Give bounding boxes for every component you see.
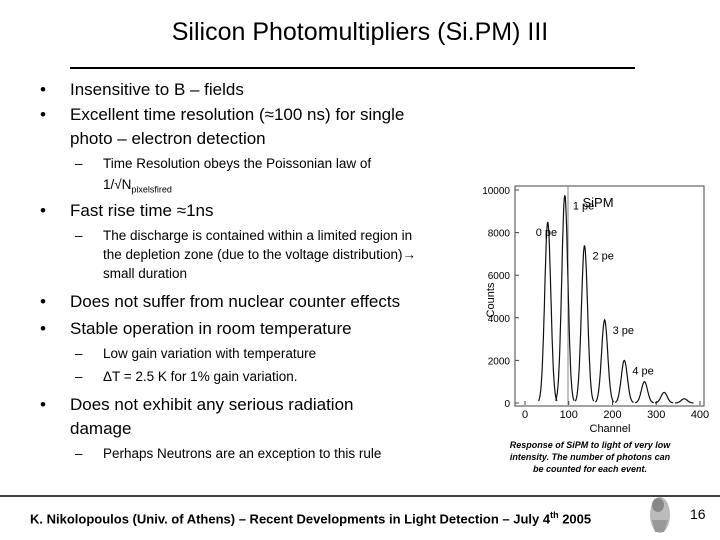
bullet-text: Stable operation in room temperature <box>70 319 352 338</box>
logo <box>650 497 670 533</box>
y-tick-label: 2000 <box>488 356 511 367</box>
bullet-marker: • <box>40 105 46 124</box>
x-axis-label: Channel <box>590 423 631 435</box>
figure-title: SiPM <box>582 195 613 210</box>
peak <box>594 318 615 403</box>
bullet-marker: • <box>40 292 46 311</box>
bullet-marker: • <box>40 201 46 220</box>
dash-marker: – <box>75 369 83 384</box>
sub-bullet-text: Low gain variation with temperature <box>103 346 317 361</box>
sub-bullet-text: Time Resolution obeys the Poissonian law… <box>103 156 372 171</box>
figure-caption: be counted for each event. <box>532 464 648 474</box>
y-axis-label: Counts <box>485 282 497 317</box>
footer-text: K. Nikolopoulos (Univ. of Athens) – Rece… <box>30 510 591 526</box>
peak-label: 2 pe <box>593 250 614 262</box>
peak <box>635 381 654 404</box>
dash-marker: – <box>75 156 83 171</box>
peak-label: 4 pe <box>632 365 653 377</box>
bullet-text: Does not exhibit any serious radiation <box>70 395 354 414</box>
bullet-marker: • <box>40 319 46 338</box>
dash-marker: – <box>75 346 83 361</box>
sub-bullet-text: ΔT = 2.5 K for 1% gain variation. <box>103 369 298 384</box>
bullet-text: Does not suffer from nuclear counter eff… <box>70 292 401 311</box>
y-tick-label: 0 <box>504 399 510 410</box>
peak-label: 3 pe <box>613 325 634 337</box>
bullet-text: Fast rise time ≈1ns <box>70 201 214 220</box>
formula-subscript: pixelsfired <box>131 184 172 195</box>
footer-main: K. Nikolopoulos (Univ. of Athens) – Rece… <box>30 511 551 527</box>
bullet-text: damage <box>70 419 132 438</box>
peak-label: 1 pe <box>573 200 594 212</box>
peak <box>614 359 634 404</box>
peak <box>654 391 674 404</box>
sub-bullet-text: the depletion zone (due to the voltage d… <box>103 247 416 262</box>
footer-year: 2005 <box>562 511 592 527</box>
bullet-text: Insensitive to B – fields <box>70 80 244 99</box>
bullet-text: Excellent time resolution (≈100 ns) for … <box>70 105 405 124</box>
y-tick-label: 8000 <box>488 229 511 240</box>
y-tick-label: 10000 <box>482 186 510 197</box>
bullet-marker: • <box>40 395 46 414</box>
formula-text: 1/√N <box>103 177 132 192</box>
peak <box>674 398 694 404</box>
x-tick-label: 0 <box>522 409 528 421</box>
x-tick-label: 100 <box>560 409 578 421</box>
x-tick-label: 400 <box>691 409 709 421</box>
bullet-text: photo – electron detection <box>70 129 266 148</box>
page-number: 16 <box>690 506 706 522</box>
y-tick-label: 6000 <box>488 271 511 282</box>
x-tick-label: 300 <box>647 409 665 421</box>
formula: 1/√Npixelsfired <box>103 177 172 195</box>
footer-superscript: th <box>550 510 559 520</box>
peak <box>555 195 575 401</box>
sub-bullet-text: Perhaps Neutrons are an exception to thi… <box>103 446 382 461</box>
dash-marker: – <box>75 228 83 243</box>
dash-marker: – <box>75 446 83 461</box>
peak <box>574 245 595 402</box>
y-tick-label: 4000 <box>488 314 511 325</box>
plot-frame <box>514 185 705 407</box>
sub-bullet-text: The discharge is contained within a limi… <box>103 228 413 243</box>
figure-caption: intensity. The number of photons can <box>509 452 671 462</box>
peak-label: 0 pe <box>536 227 557 239</box>
bullet-marker: • <box>40 80 46 99</box>
figure-caption: Response of SiPM to light of very low <box>509 440 671 450</box>
peak <box>538 221 558 402</box>
x-tick-label: 200 <box>603 409 621 421</box>
slide-title: Silicon Photomultipliers (Si.PM) III <box>171 18 549 46</box>
sub-bullet-text: small duration <box>103 266 188 281</box>
